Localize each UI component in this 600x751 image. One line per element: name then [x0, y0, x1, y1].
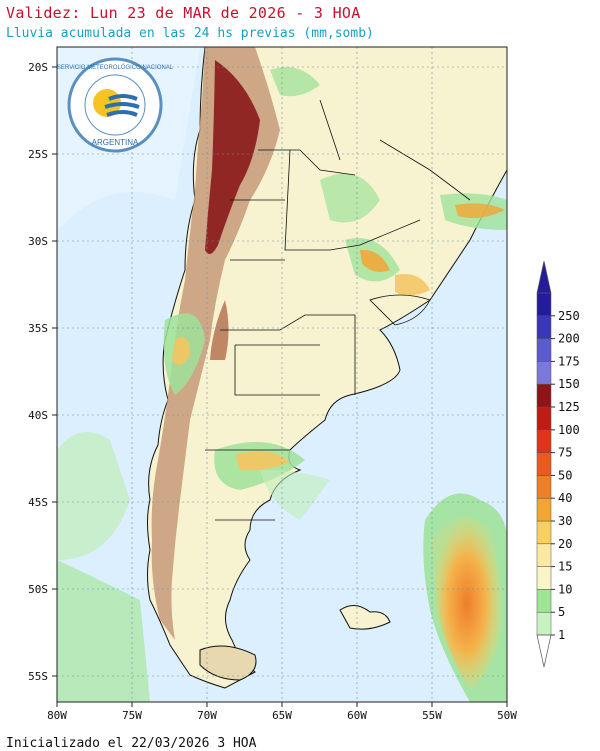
colorbar-label: 150	[558, 377, 580, 391]
map-title: Validez: Lun 23 de MAR de 2026 - 3 HOA	[6, 4, 361, 22]
logo-wave-icon	[104, 94, 140, 117]
lat-tick-label: 30S	[28, 235, 48, 248]
lon-tick-label: 55W	[422, 709, 442, 722]
colorbar-label: 20	[558, 537, 572, 551]
colorbar-swatch	[536, 589, 552, 613]
colorbar-label: 15	[558, 560, 572, 574]
andes-relief	[151, 47, 280, 640]
lon-tick-label: 75W	[122, 709, 142, 722]
colorbar-label: 200	[558, 332, 580, 346]
colorbar-max-triangle	[536, 260, 552, 294]
colorbar-swatch	[536, 315, 552, 339]
lon-tick-label: 50W	[497, 709, 517, 722]
colorbar-label: 175	[558, 354, 580, 368]
colorbar-label: 125	[558, 400, 580, 414]
colorbar-label: 250	[558, 309, 580, 323]
rainfall-map: 20S 25S 30S 35S 40S 45S 50S 55S 80W 75W 70W 65W 60W…	[28, 46, 580, 722]
colorbar-swatch	[536, 520, 552, 545]
colorbar-swatch	[536, 383, 552, 408]
colorbar-min-triangle	[536, 634, 552, 668]
lat-tick-label: 20S	[28, 61, 48, 74]
lat-tick-label: 25S	[28, 148, 48, 161]
colorbar-swatch	[536, 566, 552, 590]
colorbar-swatch	[536, 406, 552, 431]
lat-tick-label: 35S	[28, 322, 48, 335]
colorbar-label: 5	[558, 605, 565, 619]
colorbar-label: 100	[558, 423, 580, 437]
init-time: Inicializado el 22/03/2026 3 HOA	[6, 736, 257, 751]
colorbar-swatch	[536, 361, 552, 385]
colorbar-label: 75	[558, 446, 572, 460]
lon-tick-label: 80W	[47, 709, 67, 722]
colorbar-swatch	[536, 543, 552, 567]
colorbar-label: 50	[558, 468, 572, 482]
lat-tick-label: 40S	[28, 409, 48, 422]
logo-org-text: SERVICIO METEOROLÓGICO NACIONAL	[57, 64, 174, 71]
colorbar-label: 40	[558, 491, 572, 505]
colorbar-swatch	[536, 338, 552, 362]
latitude-axis: 20S 25S 30S 35S 40S 45S 50S 55S	[28, 61, 57, 683]
lat-tick-label: 50S	[28, 583, 48, 596]
lat-tick-label: 45S	[28, 496, 48, 509]
colorbar-swatch	[536, 429, 552, 453]
smn-logo: SERVICIO METEOROLÓGICO NACIONAL ARGENTIN…	[57, 57, 174, 153]
colorbar-label: 30	[558, 514, 572, 528]
map-subtitle: Lluvia acumulada en las 24 hs previas (m…	[6, 26, 374, 41]
colorbar-swatch	[536, 292, 552, 317]
lon-tick-label: 60W	[347, 709, 367, 722]
colorbar-swatch	[536, 611, 552, 636]
colorbar-label: 10	[558, 582, 572, 596]
lat-tick-label: 55S	[28, 670, 48, 683]
colorbar-swatch	[536, 475, 552, 499]
colorbar-swatch	[536, 497, 552, 522]
longitude-axis: 80W 75W 70W 65W 60W 55W 50W	[47, 702, 517, 722]
logo-country-text: ARGENTINA	[92, 138, 139, 147]
colorbar-label: 1	[558, 628, 565, 642]
lon-tick-label: 70W	[197, 709, 217, 722]
lon-tick-label: 65W	[272, 709, 292, 722]
colorbar-swatch	[536, 452, 552, 476]
